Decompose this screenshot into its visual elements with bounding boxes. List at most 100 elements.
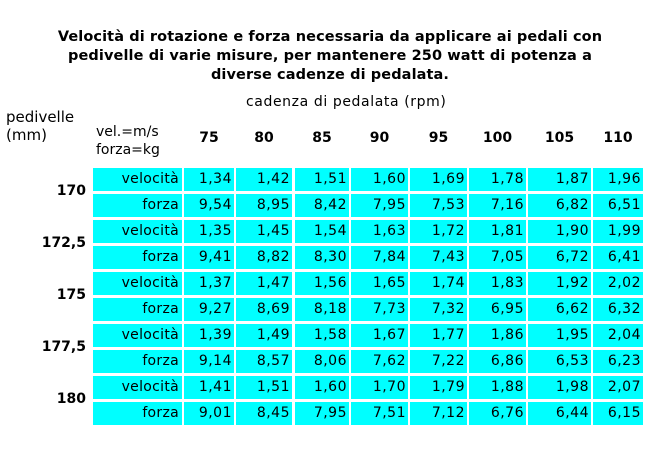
speed-value-cell: 1,87: [528, 168, 591, 191]
speed-value-cell: 1,39: [184, 324, 234, 347]
speed-value-cell: 1,51: [295, 168, 349, 191]
force-value-cell: 7,95: [351, 194, 408, 217]
force-value-cell: 8,95: [236, 194, 292, 217]
force-value-cell: 8,30: [295, 246, 349, 269]
speed-value-cell: 1,58: [295, 324, 349, 347]
force-value-cell: 9,01: [184, 402, 234, 425]
speed-value-cell: 1,47: [236, 272, 292, 295]
speed-value-cell: 1,60: [295, 376, 349, 399]
cadence-column-header: 80: [254, 130, 274, 146]
crank-length: 180: [56, 391, 86, 407]
force-value-cell: 7,53: [410, 194, 467, 217]
force-value-cell: 8,18: [295, 298, 349, 321]
cadence-column-header: 100: [482, 130, 513, 146]
speed-value-cell: 1,83: [469, 272, 526, 295]
page-title: Velocità di rotazione e forza necessaria…: [0, 28, 660, 85]
speed-value-cell: 1,65: [351, 272, 408, 295]
crank-header-line: pedivelle: [6, 108, 75, 126]
speed-value-cell: 1,67: [351, 324, 408, 347]
speed-value-cell: 1,95: [528, 324, 591, 347]
force-value-cell: 6,86: [469, 350, 526, 373]
force-value-cell: 7,12: [410, 402, 467, 425]
force-value-cell: 8,45: [236, 402, 292, 425]
force-value-cell: 7,16: [469, 194, 526, 217]
speed-value-cell: 1,92: [528, 272, 591, 295]
force-value-cell: 8,06: [295, 350, 349, 373]
speed-value-cell: 1,35: [184, 220, 234, 243]
cadence-column-header: 105: [544, 130, 575, 146]
title-line: Velocità di rotazione e forza necessaria…: [57, 29, 603, 45]
cadence-label: cadenza di pedalata (rpm): [246, 94, 447, 110]
speed-value-cell: 1,88: [469, 376, 526, 399]
speed-value-cell: 1,42: [236, 168, 292, 191]
force-value-cell: 7,84: [351, 246, 408, 269]
force-value-cell: 6,44: [528, 402, 591, 425]
force-value-cell: 9,54: [184, 194, 234, 217]
force-value-cell: 6,15: [593, 402, 643, 425]
speed-row-label: velocità: [93, 324, 182, 347]
force-value-cell: 6,32: [593, 298, 643, 321]
speed-value-cell: 1,72: [410, 220, 467, 243]
speed-value-cell: 1,69: [410, 168, 467, 191]
speed-value-cell: 1,79: [410, 376, 467, 399]
title-line: pedivelle di varie misure, per mantenere…: [68, 48, 592, 64]
cadence-column-header: 95: [428, 130, 449, 146]
force-value-cell: 8,82: [236, 246, 292, 269]
crank-header: pedivelle (mm): [6, 108, 74, 144]
speed-row-label: velocità: [93, 272, 182, 295]
speed-value-cell: 1,78: [469, 168, 526, 191]
cadence-column-header: 75: [199, 130, 219, 146]
force-value-cell: 8,42: [295, 194, 349, 217]
force-value-cell: 6,62: [528, 298, 591, 321]
speed-value-cell: 1,96: [593, 168, 643, 191]
cadence-column-header: 85: [312, 130, 332, 146]
force-value-cell: 6,82: [528, 194, 591, 217]
speed-value-cell: 1,60: [351, 168, 408, 191]
unit-header-line: forza=kg: [96, 142, 160, 158]
speed-value-cell: 1,41: [184, 376, 234, 399]
unit-header: vel.=m/s forza=kg: [96, 123, 160, 159]
speed-value-cell: 2,04: [593, 324, 643, 347]
cadence-column-header: 90: [369, 130, 390, 146]
speed-value-cell: 1,63: [351, 220, 408, 243]
speed-value-cell: 1,49: [236, 324, 292, 347]
speed-row-label: velocità: [93, 168, 182, 191]
speed-value-cell: 1,34: [184, 168, 234, 191]
speed-value-cell: 1,81: [469, 220, 526, 243]
force-value-cell: 6,95: [469, 298, 526, 321]
force-row-label: forza: [93, 298, 182, 321]
force-row-label: forza: [93, 246, 182, 269]
force-value-cell: 7,95: [295, 402, 349, 425]
speed-value-cell: 1,86: [469, 324, 526, 347]
unit-header-line: vel.=m/s: [96, 124, 159, 140]
force-value-cell: 6,72: [528, 246, 591, 269]
speed-value-cell: 1,56: [295, 272, 349, 295]
force-value-cell: 9,14: [184, 350, 234, 373]
force-row-label: forza: [93, 194, 182, 217]
speed-value-cell: 2,07: [593, 376, 643, 399]
force-value-cell: 9,27: [184, 298, 234, 321]
force-value-cell: 6,51: [593, 194, 643, 217]
speed-value-cell: 1,90: [528, 220, 591, 243]
force-value-cell: 7,43: [410, 246, 467, 269]
speed-value-cell: 2,02: [593, 272, 643, 295]
speed-value-cell: 1,70: [351, 376, 408, 399]
speed-row-label: velocità: [93, 220, 182, 243]
force-row-label: forza: [93, 350, 182, 373]
crank-length: 177,5: [41, 339, 86, 355]
force-value-cell: 6,76: [469, 402, 526, 425]
force-value-cell: 7,62: [351, 350, 408, 373]
crank-header-line: (mm): [6, 126, 47, 144]
cadence-column-header: 110: [603, 130, 633, 146]
force-value-cell: 7,05: [469, 246, 526, 269]
speed-value-cell: 1,77: [410, 324, 467, 347]
speed-value-cell: 1,74: [410, 272, 467, 295]
force-value-cell: 9,41: [184, 246, 234, 269]
force-row-label: forza: [93, 402, 182, 425]
crank-length: 170: [56, 183, 86, 199]
speed-value-cell: 1,37: [184, 272, 234, 295]
speed-value-cell: 1,99: [593, 220, 643, 243]
speed-value-cell: 1,98: [528, 376, 591, 399]
force-value-cell: 7,22: [410, 350, 467, 373]
force-value-cell: 7,32: [410, 298, 467, 321]
